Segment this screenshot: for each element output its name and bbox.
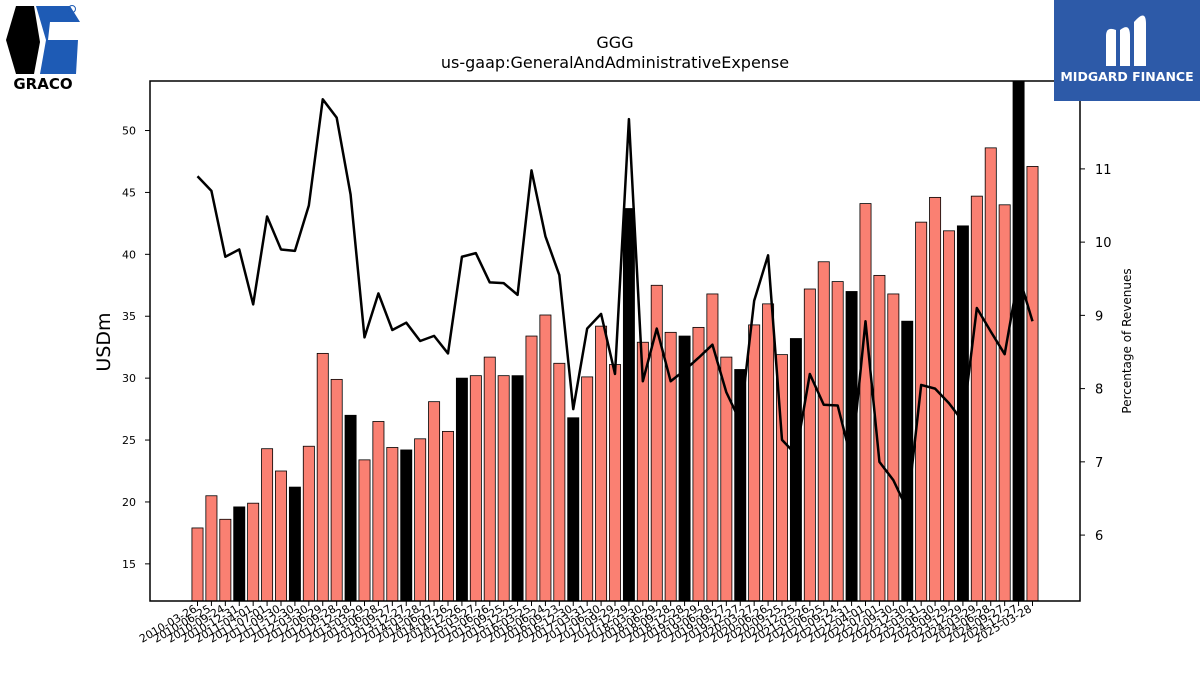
pct-revenues-line (196, 98, 1034, 511)
bar (344, 414, 357, 602)
y2-tick-label: 8 (1095, 383, 1103, 398)
bar (817, 261, 830, 602)
midgard-finance-logo: MIDGARD FINANCE (1054, 0, 1200, 101)
y-tick-label: 35 (122, 310, 136, 323)
bar (288, 486, 301, 602)
bar (1012, 80, 1025, 602)
midgard-logo-text: MIDGARD FINANCE (1060, 69, 1193, 84)
bar (233, 506, 246, 602)
bar (706, 293, 719, 602)
bar (803, 288, 816, 602)
bar (929, 196, 942, 602)
bar (859, 203, 872, 602)
y-tick-label: 40 (122, 248, 136, 261)
y-axis: 15 20 25 30 35 40 45 50 (122, 125, 150, 571)
bar (622, 208, 635, 602)
bar (831, 281, 844, 602)
bar (302, 445, 315, 602)
graco-logo: GRACO (6, 5, 80, 92)
bar (219, 518, 232, 602)
bar (247, 502, 260, 602)
y-axis-label: USDm (93, 312, 115, 371)
bar (692, 326, 705, 602)
chart-subtitle: us-gaap:GeneralAndAdministrativeExpense (441, 53, 789, 72)
y2-tick-label: 9 (1095, 309, 1103, 324)
y2-tick-label: 7 (1095, 456, 1103, 471)
bar (984, 147, 997, 602)
y2-axis: 6789101112 (1080, 90, 1112, 544)
bar (372, 421, 385, 602)
bar (275, 470, 287, 602)
y2-tick-label: 11 (1095, 163, 1112, 178)
bar (414, 438, 427, 602)
bar (567, 417, 580, 602)
bar (678, 335, 691, 602)
bar (1026, 166, 1039, 602)
bar (762, 303, 775, 602)
bar (970, 195, 983, 602)
bar (386, 447, 399, 602)
y2-tick-label: 6 (1095, 529, 1103, 544)
bar (943, 230, 955, 602)
bar (428, 401, 441, 602)
bars-layer (191, 80, 1039, 602)
bar (901, 320, 914, 602)
bar (609, 364, 621, 602)
bar (358, 459, 371, 602)
bar (998, 204, 1011, 602)
bar (553, 362, 566, 602)
bar (748, 324, 761, 602)
line-layer (196, 98, 1034, 511)
bar (316, 352, 329, 602)
y-tick-label: 20 (122, 496, 136, 509)
bar (887, 293, 900, 602)
y-tick-label: 30 (122, 372, 136, 385)
bar (497, 375, 510, 602)
y-tick-label: 15 (122, 558, 136, 571)
y2-axis-label: Percentage of Revenues (1120, 268, 1134, 413)
bar (595, 325, 608, 602)
bar (442, 430, 454, 602)
chart-title: GGG (596, 33, 633, 52)
bar (205, 495, 218, 602)
bar (525, 335, 538, 602)
bar (469, 375, 482, 602)
bar (581, 376, 594, 602)
bar (873, 274, 886, 602)
bar (734, 369, 747, 602)
bar (664, 331, 677, 602)
x-axis: 2010-03-262010-06-252010-09-242010-12-31… (137, 601, 1034, 646)
y-tick-label: 25 (122, 434, 136, 447)
bar (539, 314, 552, 602)
bar (789, 338, 802, 602)
bar (511, 375, 524, 602)
y-tick-label: 45 (122, 186, 136, 199)
y-tick-label: 50 (122, 125, 136, 138)
bar (483, 356, 496, 602)
bar (261, 448, 274, 602)
bar (400, 449, 413, 602)
graco-logo-text: GRACO (13, 75, 72, 92)
y2-tick-label: 10 (1095, 236, 1112, 251)
bar (455, 377, 468, 602)
bar (191, 527, 204, 602)
bar (330, 378, 343, 602)
